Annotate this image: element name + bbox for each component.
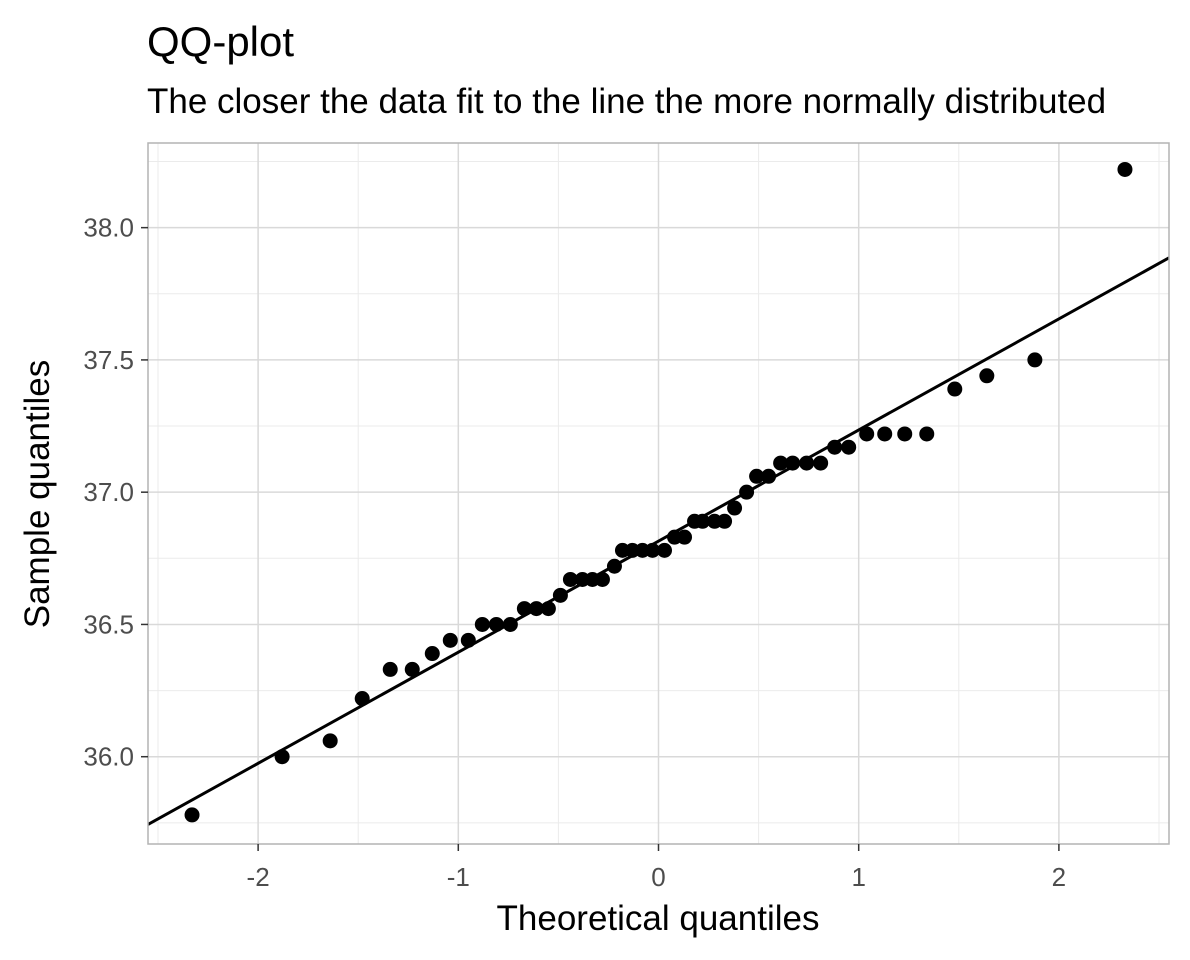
data-point <box>488 616 504 632</box>
data-point <box>773 455 789 471</box>
data-point <box>799 455 815 471</box>
y-axis-ticks: 36.0 36.5 37.0 37.5 38.0 <box>83 213 148 772</box>
x-tick-label: 1 <box>851 862 865 892</box>
x-tick-label: -1 <box>447 862 470 892</box>
data-point <box>1117 161 1133 177</box>
data-point <box>528 601 544 617</box>
x-tick-label: -2 <box>247 862 270 892</box>
data-point <box>644 542 660 558</box>
data-point <box>749 468 765 484</box>
x-tick-label: 2 <box>1052 862 1066 892</box>
data-point <box>562 571 578 587</box>
data-point <box>184 807 200 823</box>
chart-title: QQ-plot <box>147 18 294 65</box>
x-axis-ticks: -2 -1 0 1 2 <box>247 844 1066 892</box>
data-point <box>785 455 801 471</box>
data-point <box>979 368 995 384</box>
data-point <box>540 601 556 617</box>
data-point <box>813 455 829 471</box>
y-axis-title: Sample quantiles <box>18 360 57 629</box>
y-tick-label: 36.0 <box>83 742 134 772</box>
y-tick-label: 37.0 <box>83 477 134 507</box>
data-point <box>404 661 420 677</box>
x-tick-label: 0 <box>651 862 665 892</box>
data-point <box>382 661 398 677</box>
data-point <box>274 749 290 765</box>
data-point <box>322 733 338 749</box>
y-tick-label: 36.5 <box>83 609 134 639</box>
data-point <box>516 601 532 617</box>
data-points <box>184 161 1133 823</box>
data-point <box>677 529 693 545</box>
data-point <box>717 513 733 529</box>
data-point <box>594 571 610 587</box>
y-tick-label: 37.5 <box>83 345 134 375</box>
data-point <box>502 616 518 632</box>
chart-subtitle: The closer the data fit to the line the … <box>147 82 1106 121</box>
qq-reference-line <box>148 256 1169 826</box>
y-tick-label: 38.0 <box>83 213 134 243</box>
x-axis-title: Theoretical quantiles <box>497 899 820 938</box>
data-point <box>695 513 711 529</box>
data-point <box>442 632 458 648</box>
data-point <box>919 426 935 442</box>
data-point <box>859 426 875 442</box>
data-point <box>474 616 490 632</box>
data-point <box>947 381 963 397</box>
data-point <box>827 439 843 455</box>
data-point <box>552 587 568 603</box>
data-point <box>897 426 913 442</box>
data-point <box>606 558 622 574</box>
data-point <box>739 484 755 500</box>
data-point <box>727 500 743 516</box>
data-point <box>424 646 440 662</box>
data-point <box>354 691 370 707</box>
data-point <box>761 468 777 484</box>
data-point <box>1027 352 1043 368</box>
data-point <box>460 632 476 648</box>
data-point <box>841 439 857 455</box>
major-gridlines <box>148 143 1169 844</box>
reference-line-layer <box>148 256 1169 826</box>
data-point <box>877 426 893 442</box>
data-point <box>657 542 673 558</box>
